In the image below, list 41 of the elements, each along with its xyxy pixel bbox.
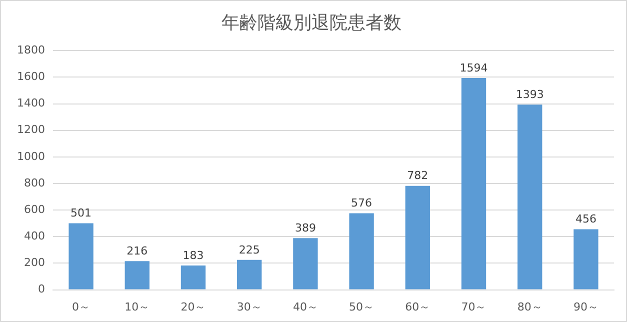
y-tick-label: 1200	[16, 123, 45, 136]
x-tick-label: 70～	[461, 300, 486, 314]
y-tick-label: 400	[24, 230, 45, 243]
data-label: 1594	[460, 61, 488, 74]
x-tick-label: 20～	[180, 300, 206, 314]
data-label: 782	[407, 169, 428, 182]
bar	[518, 104, 542, 290]
bar	[349, 213, 374, 290]
y-tick-label: 200	[24, 256, 45, 270]
x-tick-label: 90～	[573, 300, 598, 314]
bar	[574, 229, 598, 290]
x-tick-label: 40～	[292, 300, 318, 314]
y-tick-label: 0	[38, 282, 45, 296]
bar	[461, 78, 486, 290]
x-tick-label: 30～	[236, 300, 262, 314]
bar	[405, 186, 430, 290]
bar	[293, 238, 318, 290]
data-label: 183	[182, 248, 204, 262]
x-tick-label: 60～	[405, 300, 430, 314]
x-tick-label: 0～	[72, 300, 90, 314]
x-tick-label: 10～	[124, 300, 150, 314]
y-tick-label: 1400	[16, 96, 45, 110]
bar	[180, 265, 206, 290]
data-label: 501	[70, 206, 92, 220]
x-tick-label: 50～	[349, 300, 374, 314]
chart-title: 年齢階級別退院患者数	[222, 12, 402, 34]
data-label: 576	[351, 196, 372, 210]
data-label: 456	[575, 212, 596, 226]
y-tick-label: 1000	[16, 150, 45, 163]
bar	[124, 261, 150, 290]
data-label: 389	[294, 221, 316, 234]
bar	[68, 223, 94, 290]
bar	[237, 260, 262, 290]
y-tick-label: 800	[24, 176, 45, 190]
y-tick-label: 600	[24, 202, 45, 216]
y-tick-label: 1600	[16, 70, 45, 84]
data-label: 216	[126, 244, 148, 258]
x-tick-label: 80～	[517, 300, 542, 314]
data-label: 225	[238, 243, 260, 256]
y-tick-label: 1800	[16, 43, 45, 56]
data-label: 1393	[516, 88, 544, 102]
